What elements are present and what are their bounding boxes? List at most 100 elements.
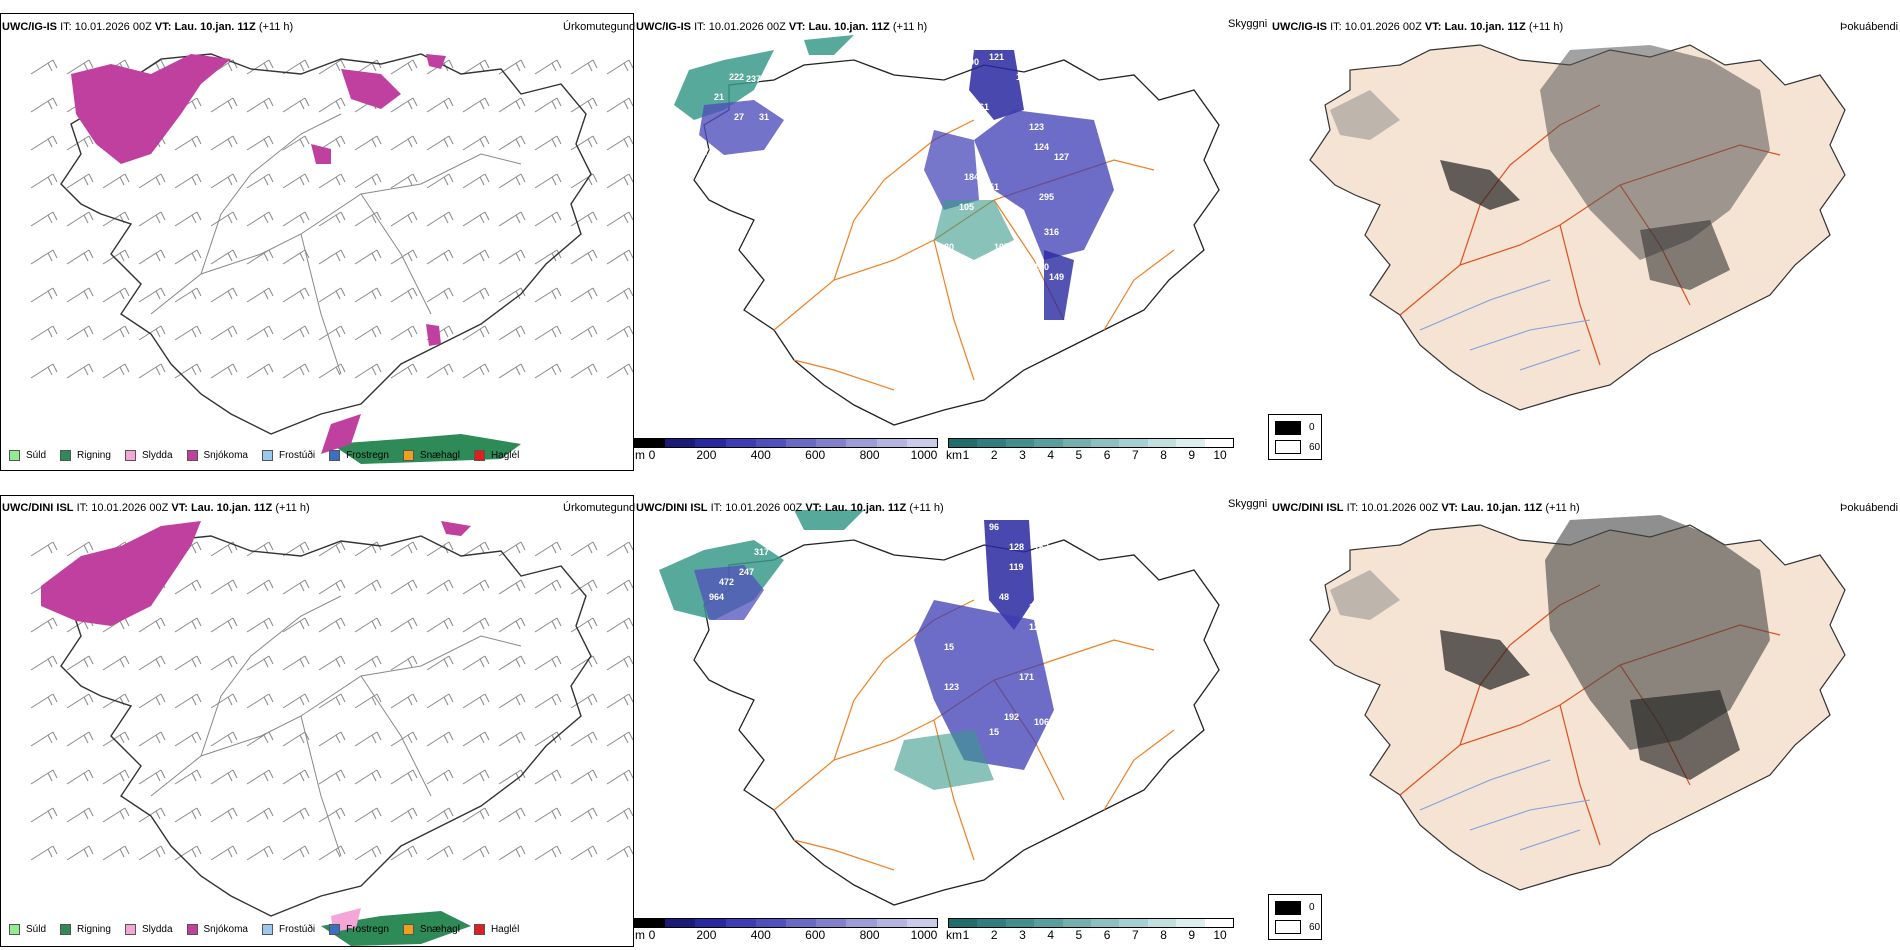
wind-barb — [138, 363, 166, 379]
wind-barb — [210, 845, 238, 861]
legend-swatch — [60, 450, 72, 461]
wind-barb — [318, 211, 346, 227]
blue-area — [699, 100, 784, 155]
panel-name-right-bottom: Þokuábendi — [1840, 502, 1899, 514]
visibility-value-label: 21 — [714, 92, 724, 102]
legend-swatch — [473, 450, 485, 461]
wind-barb — [354, 617, 382, 633]
colorbar-tick-label: 800 — [859, 928, 880, 942]
wind-barb — [318, 249, 346, 265]
wind-barb — [66, 135, 94, 151]
visibility-value-label: 123 — [1029, 622, 1044, 632]
wind-barb — [246, 97, 274, 113]
wind-barb — [174, 769, 202, 785]
wind-barb — [354, 655, 382, 671]
wind-barb — [66, 287, 94, 303]
wind-barb — [354, 135, 382, 151]
legend-swatch — [186, 924, 198, 935]
visibility-value-label: 472 — [719, 577, 734, 587]
wind-barb — [606, 173, 633, 189]
wind-barb — [606, 287, 633, 303]
legend-label: Rigning — [77, 450, 111, 461]
wind-barb — [246, 173, 274, 189]
colorbar-segment — [816, 439, 847, 447]
wind-barb — [318, 731, 346, 747]
wind-barb — [318, 579, 346, 595]
wind-barb — [426, 135, 454, 151]
wind-barb — [534, 655, 562, 671]
visibility-value-label: 192 — [1004, 712, 1019, 722]
wind-barb — [246, 617, 274, 633]
wind-barb — [570, 59, 598, 75]
panel-name-left-bottom: Úrkomutegund — [563, 502, 636, 514]
visibility-value-label: 316 — [1044, 227, 1059, 237]
colorbar-segment — [1005, 439, 1035, 447]
wind-barb — [462, 325, 490, 341]
wind-barb — [462, 731, 490, 747]
wind-barb — [66, 769, 94, 785]
panel-title-left-bottom: UWC/DINI ISL IT: 10.01.2026 00Z VT: Lau.… — [2, 502, 310, 514]
wind-barb — [570, 617, 598, 633]
wind-barb — [498, 693, 526, 709]
visibility-value-label: 149 — [1049, 272, 1064, 282]
visibility-value-label: 237 — [746, 74, 761, 84]
it-value: 10.01.2026 00Z — [725, 502, 803, 514]
wind-barb — [30, 845, 58, 861]
vt-value: Lau. 10.jan. 11Z — [808, 21, 890, 33]
visibility-value-label: 103 — [1029, 602, 1044, 612]
colorbar-tick-label: 6 — [1103, 448, 1111, 462]
wind-barb — [606, 807, 633, 823]
wind-barb — [318, 173, 346, 189]
wind-barb — [102, 249, 130, 265]
wind-barb — [498, 325, 526, 341]
wind-barb — [282, 173, 310, 189]
legend-item: Súld — [9, 924, 46, 935]
wind-barb — [30, 173, 58, 189]
wind-barb — [174, 287, 202, 303]
colorbar-segment — [665, 439, 696, 447]
wind-barb — [282, 807, 310, 823]
wind-barb — [606, 325, 633, 341]
colorbar-segment — [725, 439, 756, 447]
visibility-value-label: 122 — [1016, 72, 1031, 82]
wind-barb — [606, 617, 633, 633]
wind-barb — [570, 655, 598, 671]
fog-shading — [1630, 690, 1740, 780]
colorbar-unit: km — [946, 448, 962, 462]
visibility-value-label: 15 — [779, 544, 789, 554]
wind-barb — [390, 135, 418, 151]
wind-barb — [30, 807, 58, 823]
legend-item: Súld — [9, 450, 46, 461]
wind-barb — [282, 287, 310, 303]
wind-barb — [390, 173, 418, 189]
wind-barb — [390, 693, 418, 709]
wind-barb — [282, 579, 310, 595]
wind-barb — [66, 325, 94, 341]
wind-barb — [426, 807, 454, 823]
wind-barb — [174, 807, 202, 823]
wind-barbs-top — [30, 59, 633, 379]
visibility-value-label: 151 — [984, 182, 999, 192]
colorbar-segment — [1062, 919, 1092, 927]
wind-barb — [66, 173, 94, 189]
legend-swatch — [261, 450, 273, 461]
wind-barb — [318, 325, 346, 341]
fog-swatch-0 — [1275, 421, 1301, 435]
it-value: 10.01.2026 00Z — [74, 21, 152, 33]
legend-label: Frostúði — [278, 924, 316, 935]
wind-barb — [354, 287, 382, 303]
wind-barb — [390, 59, 418, 75]
colorbar-segment — [846, 919, 877, 927]
wind-barb — [606, 363, 633, 379]
visibility-value-label: 121 — [989, 52, 1004, 62]
wind-barb — [318, 59, 346, 75]
legend-swatch — [473, 924, 485, 935]
teal-area — [804, 35, 854, 55]
wind-barb — [462, 617, 490, 633]
vt-label: VT: — [171, 502, 188, 514]
colorbar-tick-label: 200 — [696, 448, 717, 462]
wind-barb — [498, 845, 526, 861]
wind-barb — [102, 731, 130, 747]
wind-barb — [354, 693, 382, 709]
wind-barb — [210, 249, 238, 265]
